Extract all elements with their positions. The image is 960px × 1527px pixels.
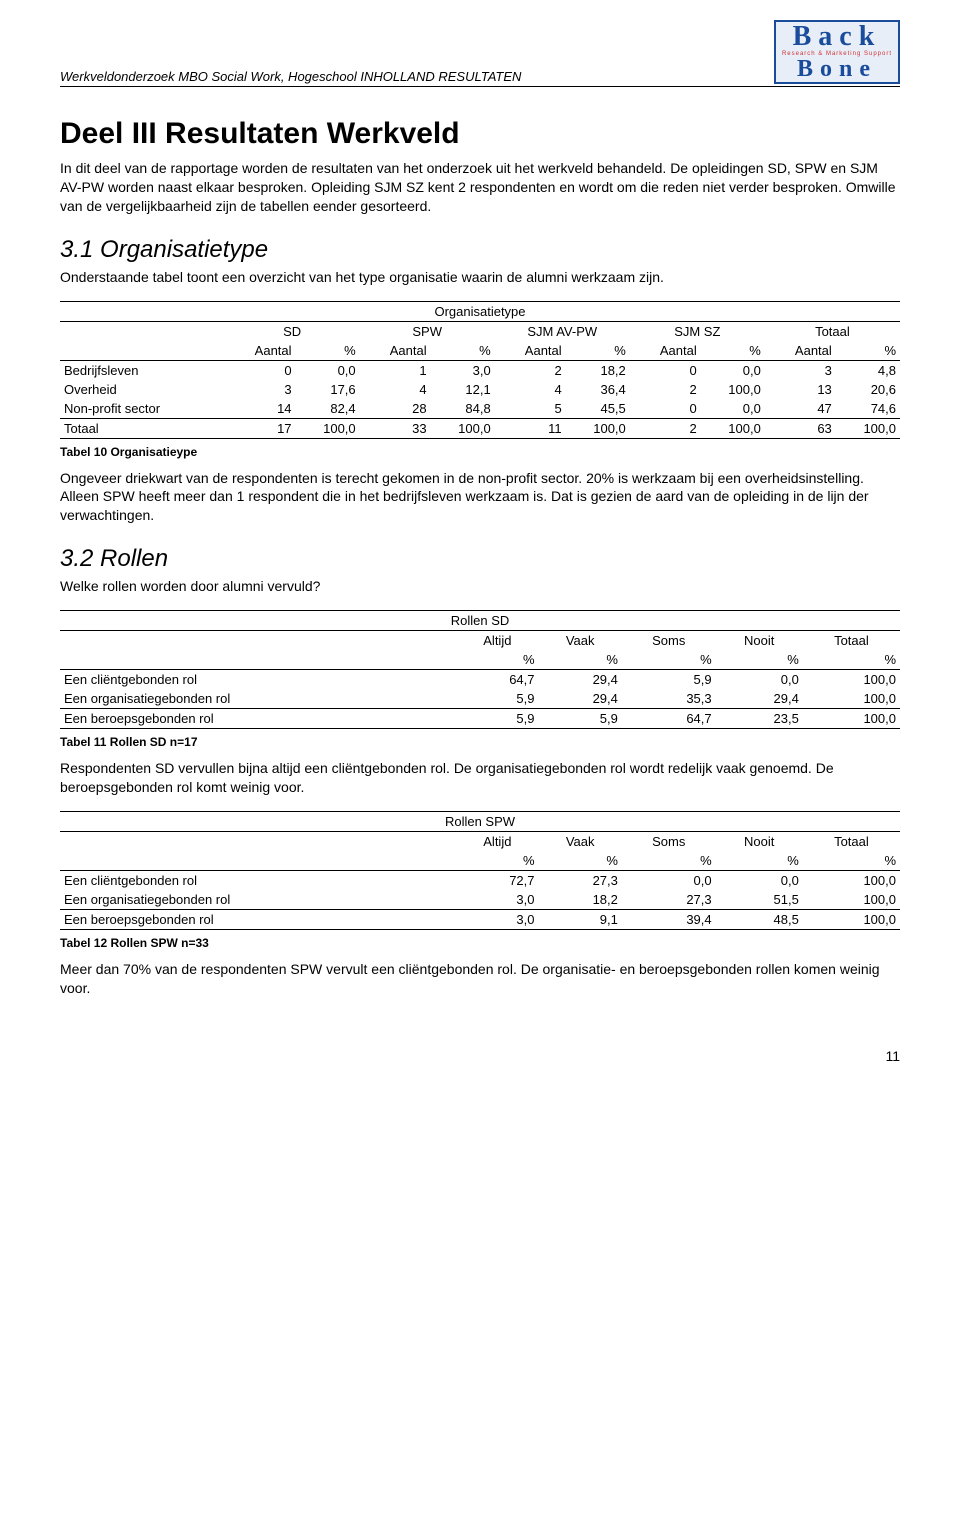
table-row: Een organisatiegebonden rol 5,9 29,4 35,… — [60, 689, 900, 709]
table-row: Een cliëntgebonden rol 64,7 29,4 5,9 0,0… — [60, 670, 900, 690]
section-32-lead: Welke rollen worden door alumni vervuld? — [60, 577, 900, 596]
table-organisatietype: Organisatietype SD SPW SJM AV-PW SJM SZ … — [60, 301, 900, 439]
table-row: Overheid 317,6 412,1 436,4 2100,0 1320,6 — [60, 380, 900, 399]
table-group-header: SD SPW SJM AV-PW SJM SZ Totaal — [60, 321, 900, 341]
table-totals-row: Totaal 17100,0 33100,0 11100,0 2100,0 63… — [60, 418, 900, 438]
header-subtitle: Werkveldonderzoek MBO Social Work, Hoges… — [60, 69, 521, 84]
section-31-lead: Onderstaande tabel toont een overzicht v… — [60, 268, 900, 287]
table-10-caption: Tabel 10 Organisatieype — [60, 445, 900, 459]
table-sub-header: Aantal% Aantal% Aantal% Aantal% Aantal% — [60, 341, 900, 361]
table-row: Een organisatiegebonden rol 3,0 18,2 27,… — [60, 890, 900, 910]
section-31-title: 3.1 Organisatietype — [60, 236, 900, 264]
table-title: Rollen SD — [60, 611, 900, 631]
table-row: Een beroepsgebonden rol 5,9 5,9 64,7 23,… — [60, 709, 900, 729]
table-rollen-sd: Rollen SD Altijd Vaak Soms Nooit Totaal … — [60, 610, 900, 729]
table-col-header: Altijd Vaak Soms Nooit Totaal — [60, 631, 900, 651]
table-rollen-spw: Rollen SPW Altijd Vaak Soms Nooit Totaal… — [60, 811, 900, 930]
table-12-caption: Tabel 12 Rollen SPW n=33 — [60, 936, 900, 950]
section-31-para: Ongeveer driekwart van de respondenten i… — [60, 469, 900, 526]
table-col-header: Altijd Vaak Soms Nooit Totaal — [60, 831, 900, 851]
table-title: Organisatietype — [60, 301, 900, 321]
table-title: Rollen SPW — [60, 811, 900, 831]
table-sub-header: % % % % % — [60, 851, 900, 871]
table-11-caption: Tabel 11 Rollen SD n=17 — [60, 735, 900, 749]
main-title: Deel III Resultaten Werkveld — [60, 117, 900, 151]
para-sd: Respondenten SD vervullen bijna altijd e… — [60, 759, 900, 797]
section-32-title: 3.2 Rollen — [60, 545, 900, 573]
table-row: Een cliëntgebonden rol 72,7 27,3 0,0 0,0… — [60, 870, 900, 890]
page-header: Werkveldonderzoek MBO Social Work, Hoges… — [60, 20, 900, 87]
table-row: Bedrijfsleven 00,0 13,0 218,2 00,0 34,8 — [60, 360, 900, 380]
logo-text-bot: Bone — [782, 57, 892, 81]
table-row: Non-profit sector 1482,4 2884,8 545,5 00… — [60, 399, 900, 419]
page-number: 11 — [60, 1048, 900, 1064]
logo: Back Research & Marketing Support Bone — [774, 20, 900, 84]
table-sub-header: % % % % % — [60, 650, 900, 670]
intro-paragraph: In dit deel van de rapportage worden de … — [60, 159, 900, 216]
table-row: Een beroepsgebonden rol 3,0 9,1 39,4 48,… — [60, 909, 900, 929]
logo-text-top: Back — [782, 23, 892, 51]
para-spw: Meer dan 70% van de respondenten SPW ver… — [60, 960, 900, 998]
